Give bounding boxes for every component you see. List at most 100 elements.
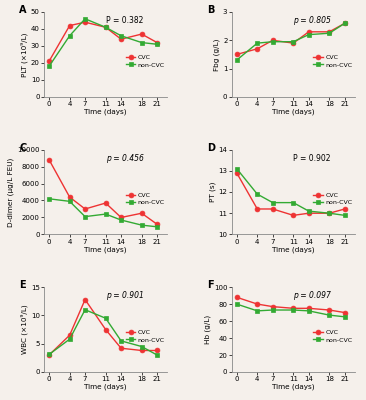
Line: non-CVC: non-CVC bbox=[46, 16, 160, 69]
non-CVC bbox=[270, 200, 275, 205]
non-CVC bbox=[83, 214, 87, 219]
CVC bbox=[119, 346, 123, 351]
non-CVC bbox=[327, 31, 332, 36]
CVC bbox=[307, 211, 311, 216]
CVC bbox=[83, 297, 87, 302]
non-CVC bbox=[307, 32, 311, 37]
CVC bbox=[255, 206, 259, 211]
CVC bbox=[47, 353, 51, 358]
non-CVC bbox=[235, 302, 239, 306]
non-CVC bbox=[343, 213, 347, 218]
Text: p = 0.901: p = 0.901 bbox=[106, 291, 143, 300]
CVC bbox=[155, 348, 159, 353]
non-CVC bbox=[343, 21, 347, 26]
X-axis label: Time (days): Time (days) bbox=[272, 384, 314, 390]
CVC bbox=[343, 310, 347, 315]
CVC bbox=[270, 38, 275, 43]
non-CVC bbox=[67, 199, 72, 204]
non-CVC bbox=[255, 308, 259, 313]
CVC bbox=[104, 327, 108, 332]
non-CVC bbox=[47, 64, 51, 69]
non-CVC bbox=[104, 25, 108, 30]
CVC bbox=[119, 37, 123, 42]
CVC bbox=[139, 348, 144, 353]
non-CVC bbox=[83, 16, 87, 21]
CVC bbox=[307, 306, 311, 311]
non-CVC bbox=[155, 224, 159, 229]
CVC bbox=[104, 25, 108, 30]
X-axis label: Time (days): Time (days) bbox=[272, 108, 314, 115]
CVC bbox=[327, 211, 332, 216]
non-CVC bbox=[255, 41, 259, 46]
non-CVC bbox=[291, 308, 295, 312]
Y-axis label: D-dimer (μg/L FEU): D-dimer (μg/L FEU) bbox=[8, 157, 15, 227]
CVC bbox=[47, 59, 51, 64]
non-CVC bbox=[119, 33, 123, 38]
non-CVC bbox=[104, 316, 108, 321]
Line: CVC: CVC bbox=[234, 21, 347, 57]
CVC bbox=[83, 20, 87, 24]
non-CVC bbox=[83, 307, 87, 312]
non-CVC bbox=[139, 223, 144, 228]
CVC bbox=[67, 23, 72, 28]
Text: p = 0.456: p = 0.456 bbox=[106, 154, 143, 163]
Legend: CVC, non-CVC: CVC, non-CVC bbox=[311, 191, 354, 207]
CVC bbox=[270, 206, 275, 211]
CVC bbox=[235, 52, 239, 57]
non-CVC bbox=[47, 196, 51, 201]
CVC bbox=[235, 170, 239, 175]
X-axis label: Time (days): Time (days) bbox=[85, 246, 127, 252]
CVC bbox=[235, 295, 239, 300]
Line: non-CVC: non-CVC bbox=[46, 196, 160, 229]
Line: CVC: CVC bbox=[46, 297, 160, 358]
Text: F: F bbox=[207, 280, 213, 290]
CVC bbox=[255, 46, 259, 51]
Line: CVC: CVC bbox=[234, 170, 347, 218]
CVC bbox=[343, 206, 347, 211]
CVC bbox=[291, 213, 295, 218]
non-CVC bbox=[270, 308, 275, 312]
non-CVC bbox=[327, 313, 332, 318]
Line: non-CVC: non-CVC bbox=[234, 302, 347, 319]
non-CVC bbox=[255, 192, 259, 196]
non-CVC bbox=[307, 308, 311, 313]
Legend: CVC, non-CVC: CVC, non-CVC bbox=[311, 328, 354, 344]
Y-axis label: Fbg (g/L): Fbg (g/L) bbox=[214, 38, 220, 71]
CVC bbox=[155, 222, 159, 227]
Line: non-CVC: non-CVC bbox=[234, 166, 347, 218]
Legend: CVC, non-CVC: CVC, non-CVC bbox=[311, 53, 354, 70]
Legend: CVC, non-CVC: CVC, non-CVC bbox=[124, 191, 167, 207]
CVC bbox=[104, 201, 108, 206]
CVC bbox=[119, 215, 123, 220]
CVC bbox=[307, 30, 311, 34]
non-CVC bbox=[307, 209, 311, 214]
Y-axis label: Hb (g/L): Hb (g/L) bbox=[205, 315, 211, 344]
non-CVC bbox=[291, 39, 295, 44]
non-CVC bbox=[67, 337, 72, 342]
Text: P = 0.902: P = 0.902 bbox=[293, 154, 331, 163]
Text: p = 0.805: p = 0.805 bbox=[293, 16, 331, 25]
non-CVC bbox=[67, 33, 72, 38]
CVC bbox=[343, 21, 347, 26]
CVC bbox=[255, 302, 259, 306]
non-CVC bbox=[291, 200, 295, 205]
Text: P = 0.382: P = 0.382 bbox=[106, 16, 143, 25]
non-CVC bbox=[270, 39, 275, 44]
Text: E: E bbox=[19, 280, 26, 290]
CVC bbox=[155, 40, 159, 45]
CVC bbox=[291, 41, 295, 46]
CVC bbox=[327, 308, 332, 312]
non-CVC bbox=[343, 314, 347, 319]
Line: non-CVC: non-CVC bbox=[46, 307, 160, 358]
X-axis label: Time (days): Time (days) bbox=[272, 246, 314, 252]
CVC bbox=[270, 304, 275, 309]
Line: CVC: CVC bbox=[234, 295, 347, 315]
Line: non-CVC: non-CVC bbox=[234, 21, 347, 62]
non-CVC bbox=[235, 166, 239, 171]
X-axis label: Time (days): Time (days) bbox=[85, 384, 127, 390]
Line: CVC: CVC bbox=[46, 20, 160, 64]
non-CVC bbox=[155, 353, 159, 358]
CVC bbox=[83, 206, 87, 211]
non-CVC bbox=[327, 211, 332, 216]
CVC bbox=[67, 195, 72, 200]
